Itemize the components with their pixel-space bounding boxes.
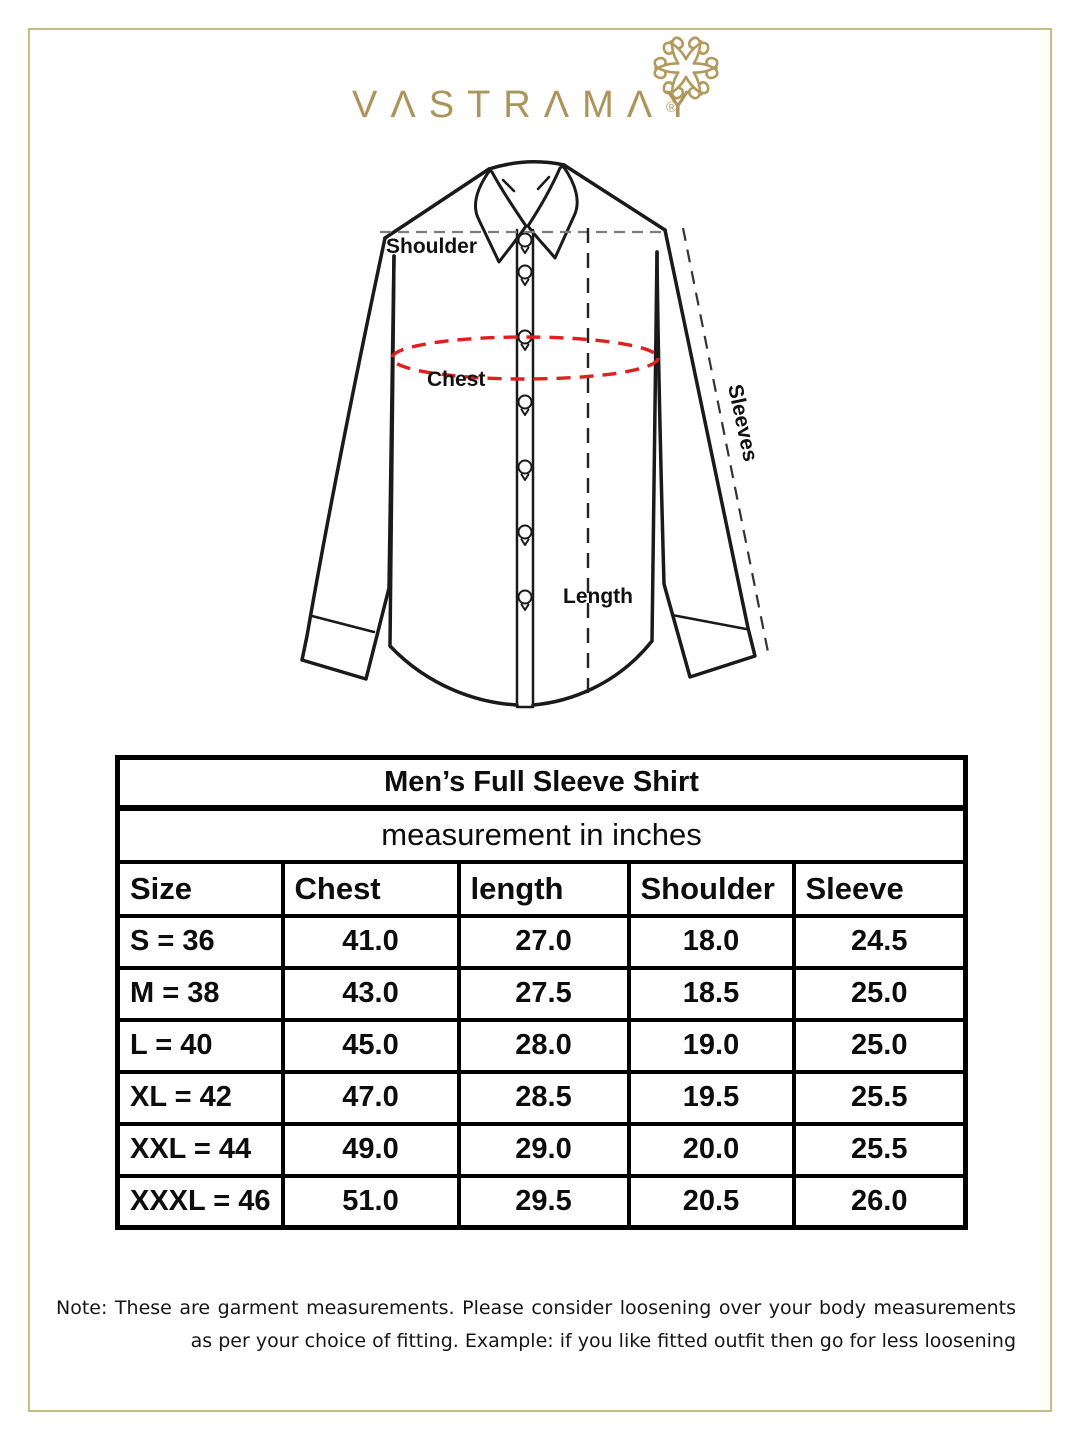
- label-length: Length: [563, 585, 633, 608]
- length-cell: 27.0: [456, 913, 631, 970]
- note-line-2: as per your choice of fitting. Example: …: [190, 1330, 1016, 1352]
- button-placket: [515, 228, 535, 709]
- chest-cell: 41.0: [280, 913, 461, 970]
- right-cuff-line: [670, 613, 748, 631]
- sleeve-cell: 25.0: [791, 965, 968, 1022]
- size-cell: L = 40: [115, 1017, 285, 1074]
- chest-cell: 45.0: [280, 1017, 461, 1074]
- table-row: XXXL = 46 51.0 29.5 20.5 26.0: [115, 1173, 968, 1230]
- brand-ornament-icon: [651, 34, 721, 102]
- measurement-note: Note: These are garment measurements. Pl…: [56, 1292, 1016, 1358]
- chest-cell: 47.0: [280, 1069, 461, 1126]
- size-cell: S = 36: [115, 913, 285, 970]
- column-header-size: Size: [115, 859, 285, 918]
- table-row: L = 40 45.0 28.0 19.0 25.0: [115, 1017, 968, 1074]
- table-row: XXL = 44 49.0 29.0 20.0 25.5: [115, 1121, 968, 1178]
- sleeve-cell: 26.0: [791, 1173, 968, 1230]
- length-cell: 29.5: [456, 1173, 631, 1230]
- sleeve-cell: 25.5: [791, 1069, 968, 1126]
- length-cell: 29.0: [456, 1121, 631, 1178]
- left-cuff-line: [310, 614, 376, 634]
- sleeve-cell: 24.5: [791, 913, 968, 970]
- label-shoulder: Shoulder: [386, 235, 477, 258]
- shoulder-cell: 20.5: [626, 1173, 796, 1230]
- length-cell: 27.5: [456, 965, 631, 1022]
- size-cell: XL = 42: [115, 1069, 285, 1126]
- back-collar: [487, 160, 566, 171]
- collar-notches: [501, 175, 551, 193]
- sleeve-cell: 25.5: [791, 1121, 968, 1178]
- label-sleeves: Sleeves: [723, 382, 762, 463]
- size-table: Men’s Full Sleeve Shirt measurement in i…: [115, 755, 969, 1230]
- length-cell: 28.0: [456, 1017, 631, 1074]
- shoulder-cell: 20.0: [626, 1121, 796, 1178]
- column-header-sleeve: Sleeve: [791, 859, 968, 918]
- size-cell: XXXL = 46: [115, 1173, 285, 1230]
- shoulder-cell: 19.5: [626, 1069, 796, 1126]
- length-cell: 28.5: [456, 1069, 631, 1126]
- right-shoulder-seam: [562, 163, 667, 232]
- brand-name: VΛSTRΛMΛY: [352, 84, 704, 126]
- shirt-diagram: Shoulder Chest Length Sleeves: [300, 160, 800, 720]
- collar-right-flap: [526, 164, 579, 260]
- table-subtitle: measurement in inches: [115, 805, 968, 864]
- shoulder-cell: 19.0: [626, 1017, 796, 1074]
- chest-cell: 43.0: [280, 965, 461, 1022]
- shirt-illustration: Shoulder Chest Length Sleeves: [300, 160, 771, 709]
- collar-left-flap: [474, 168, 528, 264]
- chest-cell: 49.0: [280, 1121, 461, 1178]
- table-row: S = 36 41.0 27.0 18.0 24.5: [115, 913, 968, 970]
- column-header-shoulder: Shoulder: [626, 859, 796, 918]
- table-row: M = 38 43.0 27.5 18.5 25.0: [115, 965, 968, 1022]
- sleeve-cell: 25.0: [791, 1017, 968, 1074]
- shoulder-cell: 18.5: [626, 965, 796, 1022]
- size-cell: XXL = 44: [115, 1121, 285, 1178]
- chest-guide-ellipse: [390, 335, 660, 381]
- body-left: [388, 254, 519, 707]
- note-line-1: Note: These are garment measurements. Pl…: [56, 1297, 1016, 1319]
- size-cell: M = 38: [115, 965, 285, 1022]
- table-row: XL = 42 47.0 28.5 19.5 25.5: [115, 1069, 968, 1126]
- sleeve-guide-line: [681, 227, 771, 658]
- table-title-row: Men’s Full Sleeve Shirt: [115, 755, 968, 811]
- label-chest: Chest: [427, 368, 485, 391]
- left-sleeve: [300, 236, 396, 681]
- table-title: Men’s Full Sleeve Shirt: [115, 755, 968, 811]
- shoulder-cell: 18.0: [626, 913, 796, 970]
- left-shoulder-seam: [383, 167, 491, 240]
- table-subtitle-row: measurement in inches: [115, 805, 968, 864]
- body-right: [531, 250, 659, 707]
- right-sleeve: [655, 228, 757, 679]
- registered-trademark-icon: ®: [666, 99, 678, 116]
- chest-cell: 51.0: [280, 1173, 461, 1230]
- buttons: [517, 232, 533, 611]
- column-header-chest: Chest: [280, 859, 461, 918]
- column-header-length: length: [456, 859, 631, 918]
- table-header-row: Size Chest length Shoulder Sleeve: [115, 859, 968, 918]
